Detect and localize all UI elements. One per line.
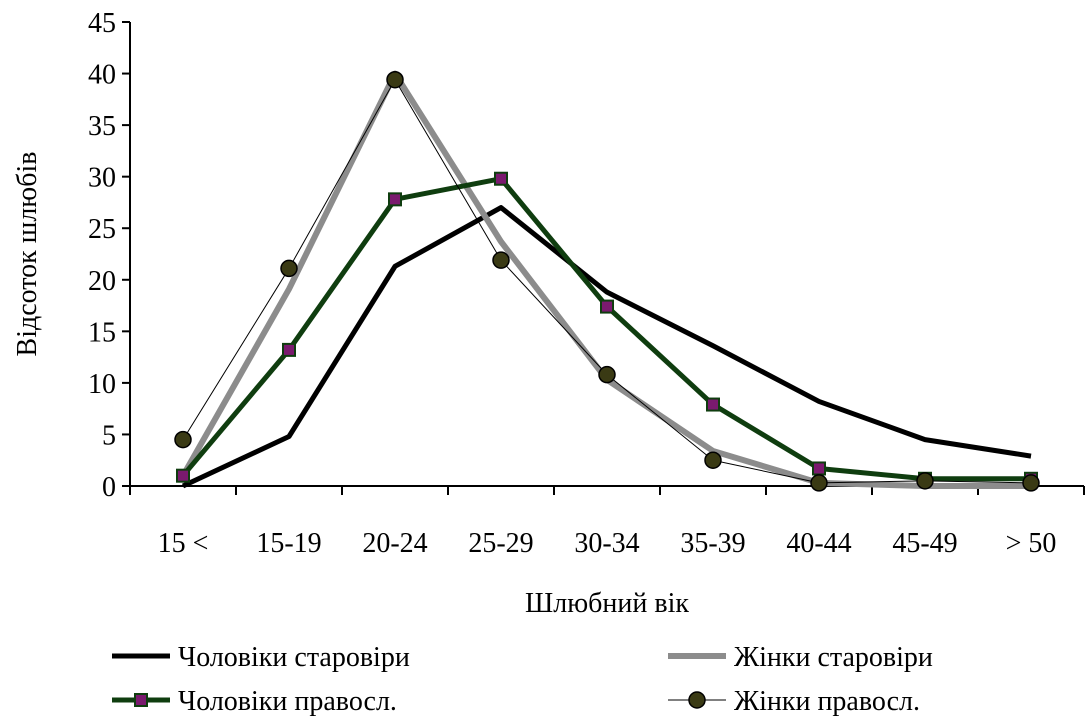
marker [688,691,706,709]
y-tick-label: 30 [88,163,116,194]
marker [704,451,722,469]
x-tick-label: 15 < [158,528,209,559]
y-tick-label: 25 [88,214,116,245]
marker [282,342,296,357]
marker [706,397,720,412]
y-axis-title: Відсоток шлюбів [12,152,43,357]
x-tick-label: 15-19 [256,528,321,559]
series-line [181,205,1032,489]
marker [386,70,404,89]
y-tick-label: 0 [102,472,116,503]
marker [812,461,826,476]
y-tick-label: 20 [88,266,116,297]
marker [810,474,828,492]
x-tick-label: 45-49 [892,528,957,559]
x-tick-label: 20-24 [362,528,427,559]
y-tick-label: 15 [88,317,116,348]
marker [494,171,508,186]
marker [174,430,192,449]
legend-label: Жінки старовіри [734,642,933,673]
series-line [182,79,1032,484]
marker [598,365,616,384]
marker [1022,474,1040,492]
x-tick-label: 35-39 [680,528,745,559]
marker [388,192,402,207]
marker [176,468,190,483]
series-line [180,70,1031,489]
marker [600,299,614,314]
y-tick-label: 10 [88,369,116,400]
marker [134,693,148,707]
y-tick-label: 5 [102,420,116,451]
legend-label: Жінки правосл. [734,686,920,717]
x-axis-title: Шлюбний вік [525,588,689,619]
x-tick-label: > 50 [1006,528,1057,559]
x-tick-label: 25-29 [468,528,533,559]
marker [916,472,934,490]
y-tick-label: 35 [88,111,116,142]
marker [280,259,298,278]
marker [492,251,510,269]
x-tick-label: 40-44 [786,528,851,559]
legend-label: Чоловіки правосл. [178,686,397,717]
legend-label: Чоловіки старовіри [178,642,410,673]
y-tick-label: 40 [88,60,116,91]
x-tick-label: 30-34 [574,528,639,559]
y-tick-label: 45 [88,8,116,39]
